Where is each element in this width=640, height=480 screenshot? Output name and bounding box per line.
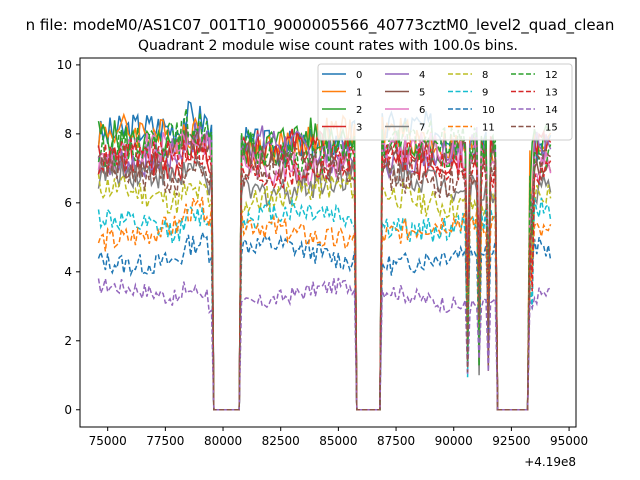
legend-label: 5: [419, 88, 425, 99]
series-line-7: [97, 155, 552, 411]
y-tick-label: 2: [64, 334, 72, 348]
x-tick-label: 87500: [377, 434, 415, 448]
x-tick-label: 77500: [146, 434, 184, 448]
x-tick-label: 85000: [319, 434, 357, 448]
series-line-14: [97, 277, 551, 411]
legend-label: 15: [545, 123, 558, 134]
figure-suptitle: n file: modeM0/AS1C07_001T10_9000005566_…: [26, 16, 615, 35]
legend-label: 9: [482, 88, 488, 99]
y-axis: 0 2 4 6 8 10: [57, 58, 80, 417]
chart-title: Quadrant 2 module wise count rates with …: [138, 38, 518, 54]
x-axis-offset-label: +4.19e8: [524, 455, 576, 469]
x-tick-label: 92500: [492, 434, 530, 448]
y-tick-label: 10: [57, 58, 72, 72]
series-line-10: [97, 229, 552, 411]
series-line-11: [97, 196, 552, 411]
x-tick-label: 80000: [204, 434, 242, 448]
legend-label: 11: [482, 123, 495, 134]
legend-label: 0: [356, 70, 362, 81]
series-line-8: [97, 172, 552, 411]
legend-label: 6: [419, 105, 425, 116]
plot-area: 75000 77500 80000 82500 85000 87500 90000 92500…: [57, 57, 588, 469]
legend-label: 13: [545, 88, 558, 99]
legend-label: 10: [482, 105, 495, 116]
series-line-12: [97, 108, 552, 411]
y-tick-label: 4: [64, 265, 72, 279]
series-line-9: [97, 197, 552, 411]
y-tick-label: 8: [64, 127, 72, 141]
series-line-6: [97, 129, 552, 411]
legend-label: 12: [545, 70, 558, 81]
series-line-13: [97, 136, 552, 411]
y-tick-label: 6: [64, 196, 72, 210]
y-tick-label: 0: [64, 403, 72, 417]
legend-label: 2: [356, 105, 362, 116]
legend-label: 7: [419, 123, 425, 134]
legend-label: 3: [356, 123, 362, 134]
legend-label: 8: [482, 70, 488, 81]
x-axis: 75000 77500 80000 82500 85000 87500 90000 92500…: [89, 427, 588, 448]
series-line-15: [97, 146, 551, 411]
x-tick-label: 90000: [435, 434, 473, 448]
axes-frame: [79, 57, 577, 428]
x-tick-label: 95000: [550, 434, 588, 448]
legend-label: 4: [419, 70, 425, 81]
x-tick-label: 75000: [89, 434, 127, 448]
x-tick-label: 82500: [262, 434, 300, 448]
legend-label: 1: [356, 88, 362, 99]
series-line-5: [97, 126, 552, 411]
legend-box: [317, 63, 573, 141]
series-lines: [97, 100, 552, 411]
legend-label: 14: [545, 105, 558, 116]
